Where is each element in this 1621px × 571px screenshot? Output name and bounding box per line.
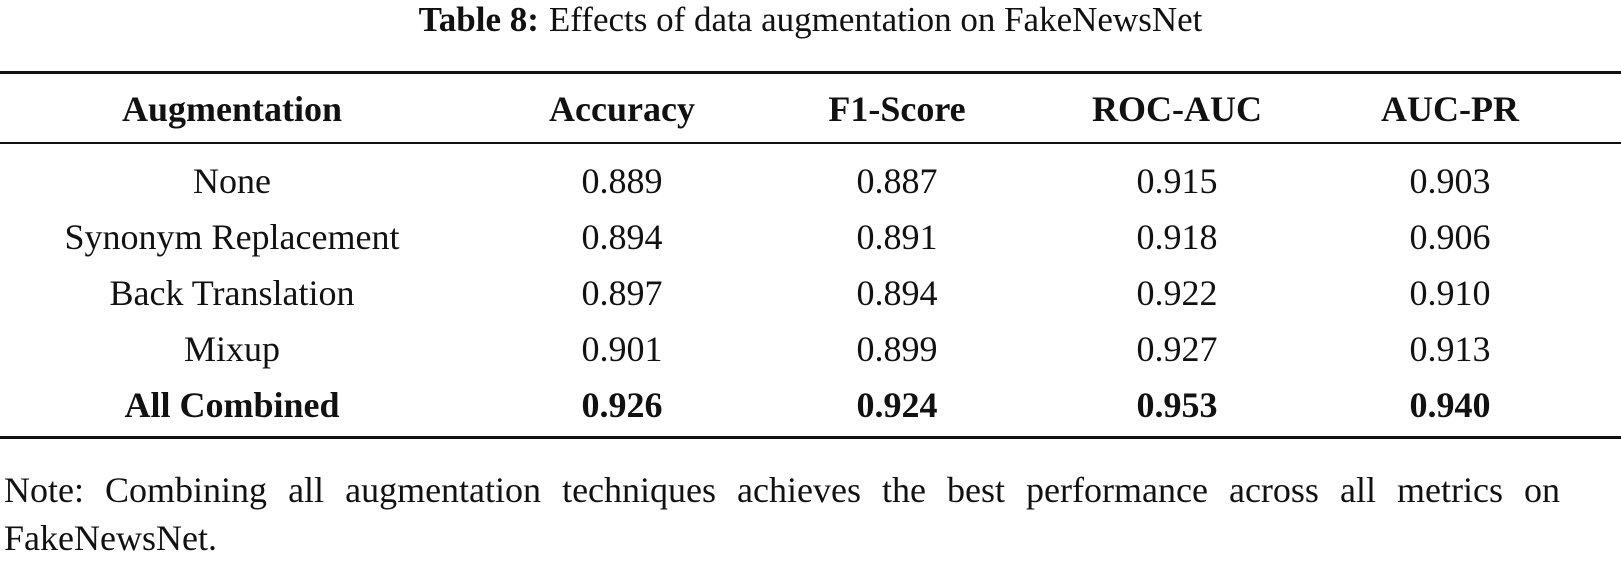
table-cell: 0.897 [581,273,663,313]
table-cell: 0.887 [856,161,938,201]
header-cell: ROC-AUC [1092,89,1262,129]
table-cell: 0.940 [1409,385,1491,425]
table-cell: None [193,161,271,201]
table-cell: 0.903 [1409,161,1491,201]
table-cell: 0.894 [581,217,663,257]
header-cell: AUC-PR [1381,89,1519,129]
table-cell: 0.927 [1136,329,1218,369]
table-cell: 0.910 [1409,273,1491,313]
table-cell: 0.953 [1136,385,1218,425]
table-cell: 0.924 [856,385,938,425]
top-rule [0,71,1621,74]
table-note: Note: Combining all augmentation techniq… [4,470,1560,558]
table-cell: 0.922 [1136,273,1218,313]
table-cell: 0.915 [1136,161,1218,201]
table-cell: 0.891 [856,217,938,257]
table-caption: Table 8: Effects of data augmentation on … [0,0,1621,40]
table-cell: 0.894 [856,273,938,313]
table-cell: 0.913 [1409,329,1491,369]
table-cell: Mixup [183,329,281,369]
table-cell: 0.926 [581,385,663,425]
table-cell: 0.906 [1409,217,1491,257]
table-cell: Back Translation [109,273,355,313]
table-cell: 0.889 [581,161,663,201]
table-cell: 0.901 [581,329,663,369]
table-cell: 0.918 [1136,217,1218,257]
caption-label: Table 8: [418,0,539,39]
caption-text: Effects of data augmentation on FakeNews… [548,0,1203,39]
header-cell: Augmentation [121,89,343,129]
header-cell: F1-Score [828,89,966,129]
table-cell: All Combined [124,385,340,425]
bottom-rule [0,436,1621,439]
header-rule [0,142,1621,144]
header-cell: Accuracy [549,89,695,129]
table-cell: Synonym Replacement [64,217,400,257]
table-cell: 0.899 [856,329,938,369]
